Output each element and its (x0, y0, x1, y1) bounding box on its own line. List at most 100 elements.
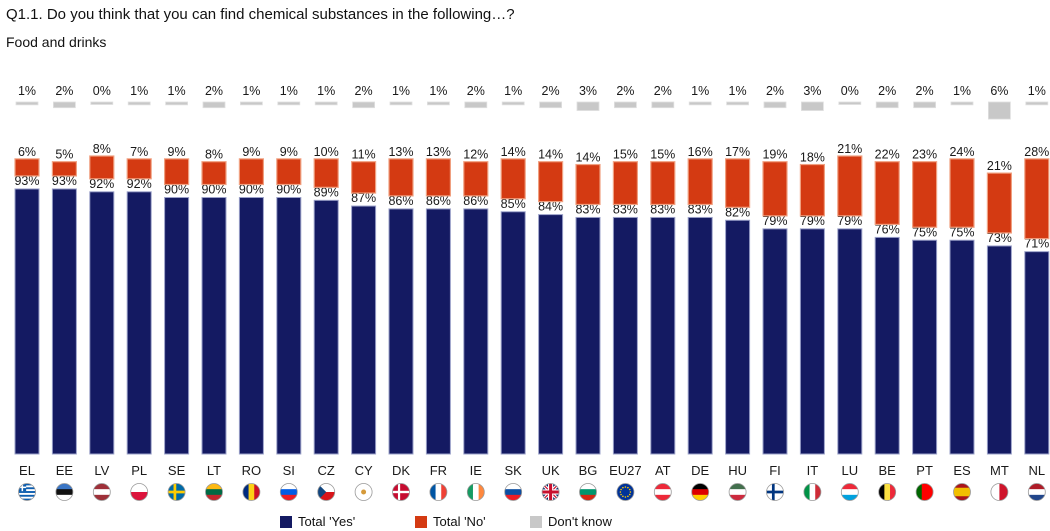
label-dk-ee: 2% (55, 84, 73, 98)
bar-yes-sk (500, 211, 526, 455)
label-dk-de: 1% (691, 84, 709, 98)
flag-at (653, 483, 672, 501)
label-yes-dk: 86% (388, 194, 413, 208)
bar-yes-si (276, 197, 302, 455)
bar-no-cy (351, 161, 377, 194)
label-yes-ro: 90% (239, 183, 264, 197)
bar-dk-sk (501, 101, 525, 106)
category-label-uk: UK (542, 463, 560, 478)
bar-yes-el (14, 188, 40, 455)
bar-dk-se (165, 101, 189, 106)
bar-dk-si (277, 101, 301, 106)
bar-dk-hu (726, 101, 749, 106)
label-dk-bg: 3% (579, 84, 597, 98)
bar-no-nl (1024, 158, 1050, 240)
label-no-se: 9% (168, 145, 186, 159)
bar-dk-uk (539, 101, 562, 109)
bar-dk-cz (314, 101, 338, 106)
label-dk-at: 2% (654, 84, 672, 98)
bar-no-pt (911, 161, 938, 228)
category-label-el: EL (19, 463, 35, 478)
label-yes-ie: 86% (463, 194, 488, 208)
category-label-hu: HU (728, 463, 747, 478)
category-label-eu27: EU27 (609, 463, 642, 478)
category-label-cy: CY (355, 463, 373, 478)
label-yes-lv: 92% (89, 177, 114, 191)
label-no-lt: 8% (205, 148, 223, 162)
label-no-nl: 28% (1024, 145, 1049, 159)
stacked-bar-chart: 93% 6% 1% EL 93% 5% 2% EE 92% 8% 0% LV 92% 7% 1% PL 90% 9… (14, 84, 1050, 501)
bar-no-lu (837, 155, 863, 217)
label-yes-fi: 79% (762, 214, 787, 228)
bar-no-pl (126, 158, 152, 180)
bar-no-at (650, 161, 676, 206)
legend-swatch-no (415, 515, 427, 528)
label-no-cz: 10% (314, 145, 339, 159)
label-no-fi: 19% (762, 148, 787, 162)
category-label-at: AT (655, 463, 671, 478)
bar-no-el (14, 158, 40, 177)
label-yes-uk: 84% (538, 200, 563, 214)
category-label-cz: CZ (318, 463, 335, 478)
label-yes-lt: 90% (201, 183, 226, 197)
flag-lt (205, 483, 223, 501)
flag-ee (55, 483, 74, 501)
label-yes-si: 90% (276, 183, 301, 197)
label-no-ie: 12% (463, 148, 488, 162)
bar-no-cz (313, 158, 339, 188)
category-label-pt: PT (916, 463, 933, 478)
bar-dk-lt (202, 101, 226, 109)
label-yes-el: 93% (14, 174, 39, 188)
label-no-be: 22% (875, 148, 900, 162)
label-dk-el: 1% (18, 84, 36, 98)
legend-swatch-dont-know (530, 515, 542, 528)
label-no-at: 15% (650, 148, 675, 162)
bar-yes-fr (425, 208, 451, 455)
bar-no-ro (238, 158, 264, 186)
category-label-ee: EE (56, 463, 74, 478)
label-no-es: 24% (949, 145, 974, 159)
bar-yes-lt (201, 197, 227, 455)
flag-de (691, 483, 710, 501)
flag-uk (541, 483, 560, 501)
bar-dk-dk (389, 101, 413, 106)
label-yes-it: 79% (800, 214, 825, 228)
label-yes-mt: 73% (987, 231, 1012, 245)
bar-no-sk (500, 158, 526, 200)
category-label-lv: LV (94, 463, 109, 478)
bar-dk-lu (838, 101, 862, 105)
legend-swatch-yes (280, 515, 292, 528)
flag-cy (354, 483, 373, 501)
bar-dk-nl (1025, 101, 1049, 106)
label-dk-mt: 6% (990, 84, 1008, 98)
label-no-fr: 13% (426, 145, 451, 159)
bar-dk-be (875, 101, 899, 109)
chart-title: Q1.1. Do you think that you can find che… (6, 6, 515, 23)
flag-cz (317, 483, 336, 501)
label-dk-pt: 2% (916, 84, 934, 98)
label-no-de: 16% (688, 145, 713, 159)
flag-se (167, 483, 186, 501)
label-no-lv: 8% (93, 142, 111, 156)
category-label-fi: FI (769, 463, 781, 478)
category-label-es: ES (953, 463, 971, 478)
flag-lu (840, 483, 859, 501)
label-yes-pl: 92% (127, 177, 152, 191)
label-no-dk: 13% (388, 145, 413, 159)
bar-dk-at (651, 101, 675, 109)
label-yes-cz: 89% (314, 185, 339, 199)
bar-dk-ro (239, 101, 263, 106)
bar-dk-de (688, 101, 712, 106)
label-dk-lt: 2% (205, 84, 223, 98)
label-yes-hu: 82% (725, 205, 750, 219)
flag-be (878, 483, 897, 501)
category-label-be: BE (879, 463, 897, 478)
legend-label-dont-know: Don't know (548, 514, 612, 529)
category-label-si: SI (283, 463, 295, 478)
bar-yes-es (949, 239, 975, 455)
label-no-lu: 21% (837, 142, 862, 156)
label-dk-dk: 1% (392, 84, 410, 98)
label-no-hu: 17% (725, 145, 750, 159)
category-label-nl: NL (1028, 463, 1045, 478)
bar-yes-be (874, 236, 900, 455)
